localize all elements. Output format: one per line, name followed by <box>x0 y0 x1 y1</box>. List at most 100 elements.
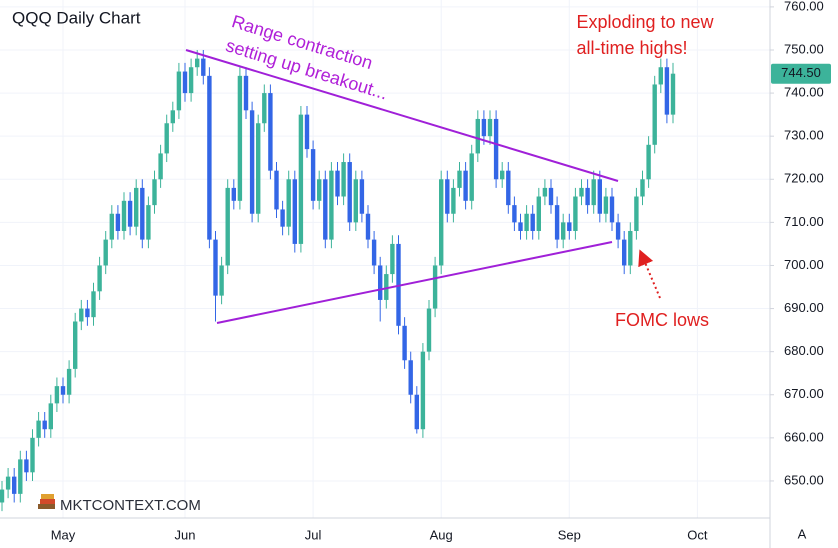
candle-body <box>451 187 456 214</box>
candle-body <box>439 179 444 266</box>
annotation: all-time highs! <box>576 38 687 58</box>
y-tick-label: 650.00 <box>784 472 824 487</box>
y-tick-label: 720.00 <box>784 171 824 186</box>
candle-body <box>310 149 316 201</box>
x-tick-label: Oct <box>687 527 708 542</box>
candle-body <box>640 179 645 197</box>
candle-body <box>176 71 182 111</box>
candle-body <box>603 196 609 214</box>
candle-body <box>597 179 602 214</box>
candle-body <box>225 187 230 266</box>
candle-body <box>432 265 438 309</box>
candle-body <box>664 67 670 115</box>
fomc-arrow <box>638 249 661 299</box>
candle-body <box>646 144 651 180</box>
candle-body <box>249 110 255 214</box>
candle-body <box>591 179 596 206</box>
x-tick-label: Jul <box>305 527 322 542</box>
candle-body <box>207 75 212 240</box>
x-tick-label: Sep <box>558 527 581 542</box>
annotation: Exploding to new <box>576 12 714 32</box>
candle-body <box>634 196 639 231</box>
candle-body <box>182 71 188 94</box>
candle-body <box>140 187 145 240</box>
candle-body <box>91 291 96 318</box>
candle-body <box>268 93 273 171</box>
auto-scale-button[interactable] <box>790 524 814 544</box>
candle-body <box>561 222 566 240</box>
candle-body <box>353 179 358 223</box>
candle-body <box>500 170 505 180</box>
candle-body <box>579 187 584 197</box>
candle-body <box>530 213 535 231</box>
candle-body <box>420 351 426 430</box>
candle-body <box>66 368 72 395</box>
candle-body <box>463 170 468 201</box>
candle-body <box>536 196 541 231</box>
candle-body <box>213 239 218 296</box>
candle-body <box>408 360 413 395</box>
candle-body <box>323 179 328 240</box>
candle-body <box>201 58 206 76</box>
auto-scale-label[interactable]: A <box>798 526 807 541</box>
candle-body <box>384 274 389 300</box>
candle-body <box>542 187 548 197</box>
y-tick-label: 760.00 <box>784 0 824 13</box>
watermark: MKTCONTEXT.COM <box>60 497 201 514</box>
candle-body <box>60 386 66 395</box>
candle-body <box>378 265 383 300</box>
y-tick-label: 740.00 <box>784 85 824 100</box>
candle-body <box>518 222 523 231</box>
candle-body <box>121 200 127 231</box>
candle-body <box>164 123 169 154</box>
candle-body <box>445 179 450 214</box>
annotation: FOMC lows <box>615 310 709 330</box>
candles <box>0 49 676 512</box>
candle-body <box>493 118 499 180</box>
y-tick-label: 660.00 <box>784 429 824 444</box>
candle-body <box>481 118 487 137</box>
y-tick-label: 670.00 <box>784 386 824 401</box>
x-tick-label: May <box>51 527 76 542</box>
candle-body <box>262 93 267 124</box>
candle-body <box>115 213 121 231</box>
candle-body <box>347 162 352 223</box>
candle-body <box>85 308 90 318</box>
candle-body <box>365 213 371 240</box>
candle-body <box>170 110 175 124</box>
candle-body <box>329 170 334 240</box>
last-price-box <box>771 63 831 84</box>
candle-body <box>73 321 78 369</box>
candle-body <box>475 118 480 154</box>
candle-body <box>97 265 102 292</box>
y-tick-label: 750.00 <box>784 41 824 56</box>
last-price-label: 744.50 <box>781 65 821 80</box>
watermark-logo <box>38 494 55 509</box>
candle-body <box>658 67 663 85</box>
candle-body <box>585 187 590 206</box>
candle-body <box>286 179 291 227</box>
candle-body <box>298 114 304 244</box>
candle-body <box>0 489 5 503</box>
candle-body <box>457 170 462 188</box>
candle-body <box>670 73 676 115</box>
candle-body <box>5 476 11 490</box>
candle-body <box>274 170 279 210</box>
candle-body <box>317 179 322 201</box>
candle-body <box>469 153 474 201</box>
candle-body <box>256 123 261 214</box>
candle-body <box>292 179 297 244</box>
candle-body <box>188 67 194 94</box>
candle-body <box>628 230 633 266</box>
price-axis-panel <box>770 0 838 548</box>
candle-body <box>652 84 657 145</box>
candle-body <box>127 200 133 227</box>
candle-body <box>280 209 285 227</box>
candle-body <box>335 170 340 197</box>
candle-body <box>243 75 249 111</box>
candle-body <box>512 205 517 223</box>
candle-body <box>103 239 108 266</box>
candle-body <box>359 179 365 214</box>
